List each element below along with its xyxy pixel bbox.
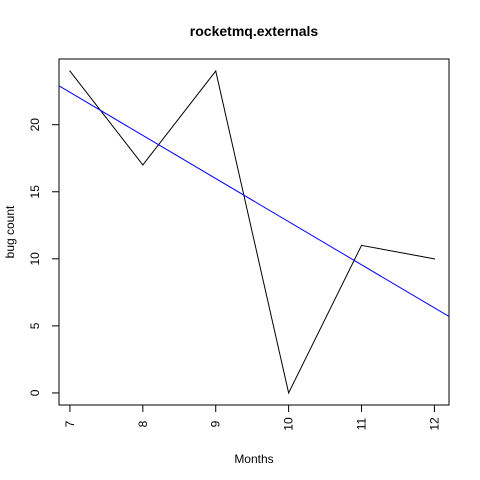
x-tick-label-9: 9: [209, 420, 223, 427]
data-point-11: [360, 244, 363, 247]
y-axis: 0 5 10 15 20: [28, 118, 59, 396]
data-point-8: [142, 164, 144, 166]
series-group: [69, 69, 436, 395]
x-tick-label-11: 11: [355, 417, 369, 430]
x-axis: 7 8 9 10 11 12: [63, 405, 441, 431]
y-tick-label-5: 5: [28, 322, 42, 329]
data-point-9: [215, 70, 217, 72]
y-tick-label-20: 20: [28, 118, 42, 132]
x-tick-label-12: 12: [427, 417, 441, 431]
plot-frame: [58, 58, 450, 406]
x-tick-label-10: 10: [282, 417, 296, 431]
trend-line: [58, 85, 450, 317]
y-tick-label-15: 15: [28, 185, 42, 199]
y-tick-label-10: 10: [28, 252, 42, 266]
y-tick-label-0: 0: [28, 389, 42, 396]
x-tick-label-8: 8: [136, 420, 150, 427]
chart-title: rocketmq.externals: [190, 23, 319, 39]
data-point-10: [288, 392, 290, 394]
y-axis-label: bug count: [3, 205, 17, 258]
series-line-0: [69, 69, 435, 395]
x-axis-label: Months: [234, 452, 273, 466]
x-tick-label-7: 7: [63, 420, 77, 427]
data-point-12: [433, 258, 436, 260]
data-point-7: [69, 70, 71, 72]
